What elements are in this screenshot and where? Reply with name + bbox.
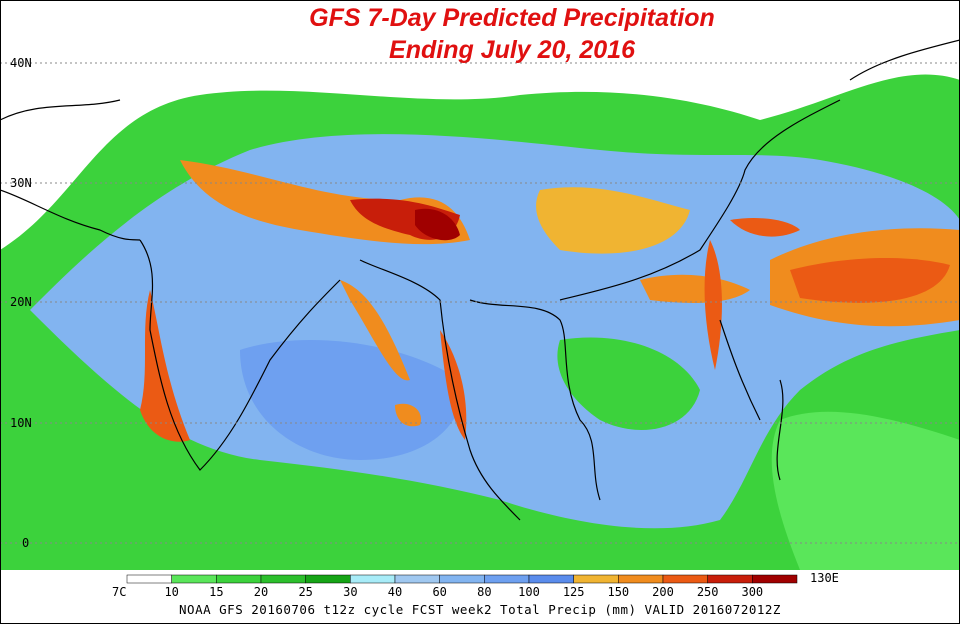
legend-swatch (484, 574, 530, 584)
legend-swatch (618, 574, 664, 584)
legend-label: 150 (607, 585, 629, 599)
legend-swatch (260, 574, 306, 584)
legend-swatch (305, 574, 351, 584)
graticule (0, 62, 960, 544)
legend-swatch (126, 574, 172, 584)
legend-label: 125 (563, 585, 585, 599)
legend-label: 300 (741, 585, 763, 599)
footer: NOAA GFS 20160706 t12z cycle FCST week2 … (179, 602, 781, 617)
legend-label: 100 (518, 585, 540, 599)
lat-label: 10N (10, 416, 32, 430)
legend-swatch (394, 574, 440, 584)
title: GFS 7-Day Predicted Precipitation (309, 4, 715, 32)
lat-label: 30N (10, 176, 32, 190)
legend-swatch (752, 574, 798, 584)
lat-label: 20N (10, 295, 32, 309)
legend-swatch (171, 574, 217, 584)
legend-label: 20 (254, 585, 268, 599)
legend-swatch (528, 574, 574, 584)
legend-swatch (216, 574, 262, 584)
legend-label: 80 (477, 585, 491, 599)
legend-swatch (439, 574, 485, 584)
legend-swatch (350, 574, 396, 584)
legend-label: 30 (343, 585, 357, 599)
precip-field (0, 74, 960, 571)
subtitle: Ending July 20, 2016 (389, 36, 636, 64)
legend-swatch (662, 574, 708, 584)
legend-swatch (573, 574, 619, 584)
legend-label: 10 (164, 585, 178, 599)
lon-label: 130E (810, 571, 839, 585)
legend-label: 250 (697, 585, 719, 599)
lat-label: 0 (22, 536, 29, 550)
legend-label: 200 (652, 585, 674, 599)
legend: 10 15 20 25 30 40 60 80 100 125 150 200 250 300 (126, 574, 798, 599)
coastlines (0, 39, 960, 521)
lon-label: 7C (112, 585, 126, 599)
legend-label: 40 (388, 585, 402, 599)
lat-label: 40N (10, 56, 32, 70)
legend-label: 25 (298, 585, 312, 599)
legend-label: 60 (432, 585, 446, 599)
legend-label: 15 (209, 585, 223, 599)
legend-swatch (707, 574, 753, 584)
